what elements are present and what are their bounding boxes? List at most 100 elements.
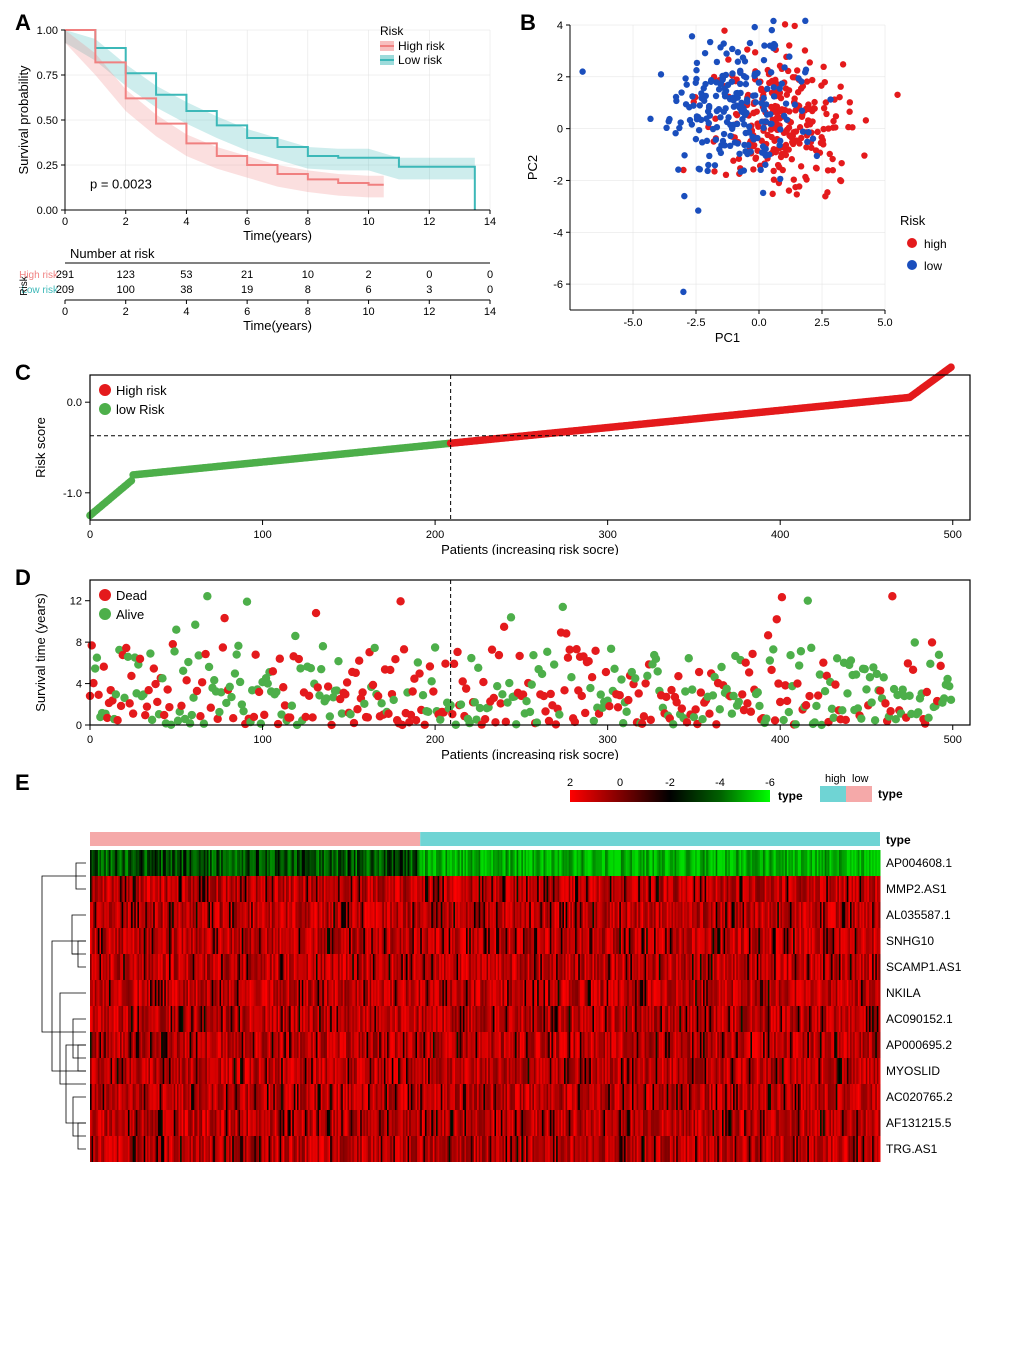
svg-text:2: 2 [557,72,563,84]
svg-text:MMP2.AS1: MMP2.AS1 [886,882,947,896]
panel-a-label: A [15,10,31,36]
svg-text:PC2: PC2 [525,155,540,180]
svg-text:0.0: 0.0 [67,397,82,409]
svg-text:53: 53 [180,269,192,281]
svg-text:5.0: 5.0 [877,317,892,329]
svg-text:500: 500 [944,529,962,541]
panel-a-svg: 0 2 4 6 8 10 12 14 0.00 0.25 0.50 0.75 1.00 Time(year… [10,10,500,350]
panel-d-svg: 010020030040050004812Patients (increasin… [10,565,990,760]
svg-text:1.00: 1.00 [37,25,58,37]
svg-text:NKILA: NKILA [886,986,921,1000]
svg-text:-6: -6 [765,777,775,789]
svg-text:200: 200 [426,529,444,541]
svg-text:0.50: 0.50 [37,115,58,127]
svg-text:Dead: Dead [116,588,147,603]
svg-text:0.0: 0.0 [751,317,766,329]
svg-text:209: 209 [56,284,74,296]
svg-text:Alive: Alive [116,607,144,622]
svg-text:10: 10 [362,216,374,228]
svg-text:4: 4 [76,679,82,691]
svg-text:2: 2 [366,269,372,281]
svg-text:12: 12 [70,596,82,608]
svg-text:Risk score: Risk score [33,417,48,478]
svg-text:AP004608.1: AP004608.1 [886,856,952,870]
svg-text:high: high [924,237,947,251]
panel-e-label: E [15,770,30,796]
svg-text:3: 3 [426,284,432,296]
svg-text:low: low [924,259,942,273]
svg-text:4: 4 [183,216,189,228]
panel-e-heatmap: E 20-2-4-6typehighlowtypetypeAP004608.1M… [10,770,1010,1200]
svg-text:Risk: Risk [380,24,404,38]
svg-text:400: 400 [771,734,789,746]
svg-text:PC1: PC1 [715,330,740,345]
svg-text:300: 300 [598,529,616,541]
svg-text:4: 4 [183,306,189,318]
svg-text:-4: -4 [553,227,563,239]
svg-text:Time(years): Time(years) [243,228,312,243]
svg-text:-2: -2 [553,175,563,187]
svg-text:0: 0 [557,124,563,136]
svg-text:low Risk: low Risk [116,402,165,417]
svg-text:100: 100 [253,529,271,541]
svg-text:400: 400 [771,529,789,541]
svg-text:-4: -4 [715,777,725,789]
svg-text:12: 12 [423,306,435,318]
svg-text:-1.0: -1.0 [63,488,82,500]
svg-text:100: 100 [253,734,271,746]
svg-text:Survival time (years): Survival time (years) [33,593,48,711]
svg-text:8: 8 [305,284,311,296]
svg-text:8: 8 [305,216,311,228]
svg-text:-6: -6 [553,279,563,291]
svg-text:10: 10 [362,306,374,318]
svg-text:2: 2 [123,306,129,318]
svg-text:2.5: 2.5 [814,317,829,329]
svg-text:-2.5: -2.5 [687,317,706,329]
svg-text:21: 21 [241,269,253,281]
svg-text:0: 0 [87,734,93,746]
svg-text:type: type [878,787,903,801]
svg-text:123: 123 [117,269,135,281]
svg-text:6: 6 [244,216,250,228]
svg-text:Patients (increasing risk socr: Patients (increasing risk socre) [441,747,619,760]
svg-text:0: 0 [487,284,493,296]
svg-text:Survival probability: Survival probability [16,65,31,175]
svg-text:0: 0 [76,720,82,732]
svg-text:-5.0: -5.0 [624,317,643,329]
svg-text:38: 38 [180,284,192,296]
svg-text:0.00: 0.00 [37,205,58,217]
panel-d-label: D [15,565,31,591]
svg-text:AL035587.1: AL035587.1 [886,908,951,922]
svg-text:8: 8 [76,637,82,649]
panel-b-label: B [520,10,536,36]
svg-text:0.75: 0.75 [37,70,58,82]
svg-text:low: low [852,773,869,785]
svg-text:0: 0 [426,269,432,281]
svg-text:0.25: 0.25 [37,160,58,172]
svg-text:0: 0 [62,306,68,318]
svg-text:10: 10 [302,269,314,281]
svg-text:0: 0 [617,777,623,789]
svg-text:100: 100 [117,284,135,296]
svg-text:291: 291 [56,269,74,281]
svg-text:0: 0 [62,216,68,228]
svg-text:Risk: Risk [19,275,30,295]
svg-text:SCAMP1.AS1: SCAMP1.AS1 [886,960,962,974]
svg-text:500: 500 [944,734,962,746]
svg-text:14: 14 [484,306,496,318]
svg-text:6: 6 [244,306,250,318]
panel-b-svg: -5.0-2.50.02.55.0-6-4-2024PC1PC2Riskhigh… [515,10,1005,350]
svg-text:19: 19 [241,284,253,296]
svg-text:4: 4 [557,20,563,32]
svg-text:Time(years): Time(years) [243,318,312,333]
svg-text:0: 0 [87,529,93,541]
svg-text:-2: -2 [665,777,675,789]
svg-text:8: 8 [305,306,311,318]
svg-text:High risk: High risk [398,39,446,53]
panel-b-pca: B -5.0-2.50.02.55.0-6-4-2024PC1PC2Riskhi… [515,10,1010,350]
svg-text:type: type [778,789,803,803]
svg-text:Low risk: Low risk [398,53,443,67]
svg-text:p = 0.0023: p = 0.0023 [90,176,152,191]
svg-text:200: 200 [426,734,444,746]
panel-c-riskscore: C 0100200300400500-1.00.0Patients (incre… [10,360,1010,555]
